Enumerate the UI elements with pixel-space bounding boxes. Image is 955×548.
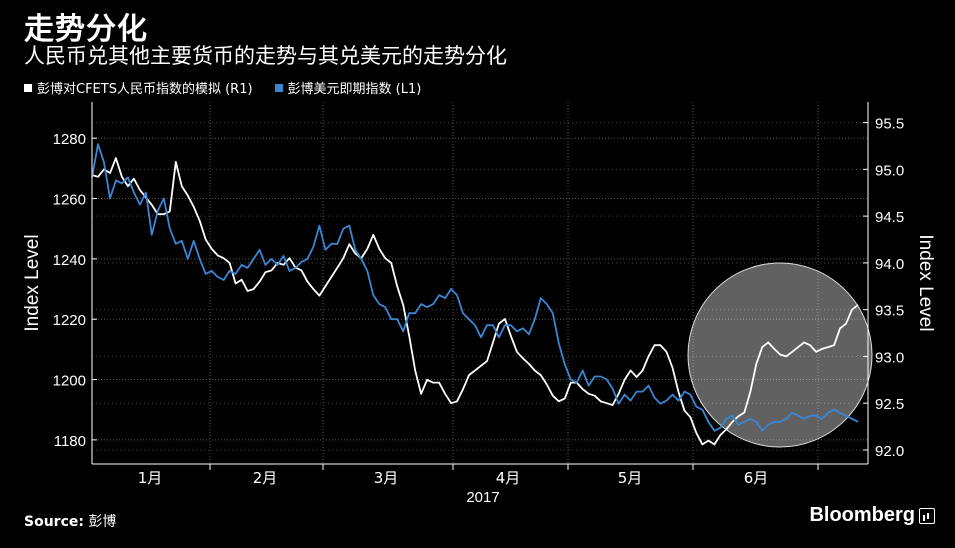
right-tick-label: 94.5 [875, 209, 904, 226]
cfets-index-line [91, 157, 859, 446]
month-label: 6月 [744, 469, 769, 487]
chart-title: 走势分化 [24, 12, 148, 47]
grid [92, 102, 868, 464]
source-value: 彭博 [88, 514, 117, 530]
left-axis-title: Index Level [22, 234, 43, 331]
left-tick-label: 1200 [53, 373, 86, 390]
legend-swatch-dollar-index [274, 83, 283, 92]
right-tick-label: 95.5 [875, 116, 904, 133]
legend-item-cfets: 彭博对CFETS人民币指数的模拟 (R1) [24, 78, 253, 97]
right-tick-label: 94.0 [875, 256, 904, 273]
month-label: 2月 [253, 469, 278, 487]
legend-label-cfets: 彭博对CFETS人民币指数的模拟 (R1) [37, 82, 253, 97]
left-tick-label: 1240 [53, 252, 86, 269]
month-label: 4月 [496, 469, 521, 487]
chart-subtitle: 人民币兑其他主要货币的走势与其兑美元的走势分化 [24, 44, 507, 68]
month-label: 5月 [618, 469, 643, 487]
left-tick-label: 1220 [53, 312, 86, 329]
left-tick-label: 1260 [53, 192, 86, 209]
axes: 1180 1200 1220 1240 1260 1280 92.0 92.5 93.0 93.5… [22, 102, 936, 506]
right-tick-label: 92.5 [875, 396, 904, 413]
right-tick-label: 93.5 [875, 303, 904, 320]
year-label: 2017 [466, 489, 499, 506]
chart-logo-icon [919, 507, 935, 524]
source-note: Source: 彭博 [24, 511, 116, 531]
legend: 彭博对CFETS人民币指数的模拟 (R1) 彭博美元即期指数 (L1) [24, 78, 421, 97]
brand-name: Bloomberg [809, 504, 915, 526]
left-tick-label: 1280 [53, 131, 86, 148]
bloomberg-logo: Bloomberg [809, 504, 935, 527]
legend-label-dollar-index: 彭博美元即期指数 (L1) [287, 82, 422, 97]
series-lines [91, 143, 859, 446]
month-label: 1月 [138, 469, 163, 487]
legend-item-dollar-index: 彭博美元即期指数 (L1) [274, 78, 422, 97]
right-tick-label: 92.0 [875, 443, 904, 460]
month-label: 3月 [374, 469, 399, 487]
dollar-index-line [91, 143, 859, 432]
right-tick-label: 93.0 [875, 349, 904, 366]
legend-swatch-cfets [24, 83, 32, 92]
right-tick-label: 95.0 [875, 162, 904, 179]
left-tick-label: 1180 [54, 433, 86, 450]
source-label: Source: [24, 514, 84, 530]
right-axis-title: Index Level [915, 234, 936, 331]
